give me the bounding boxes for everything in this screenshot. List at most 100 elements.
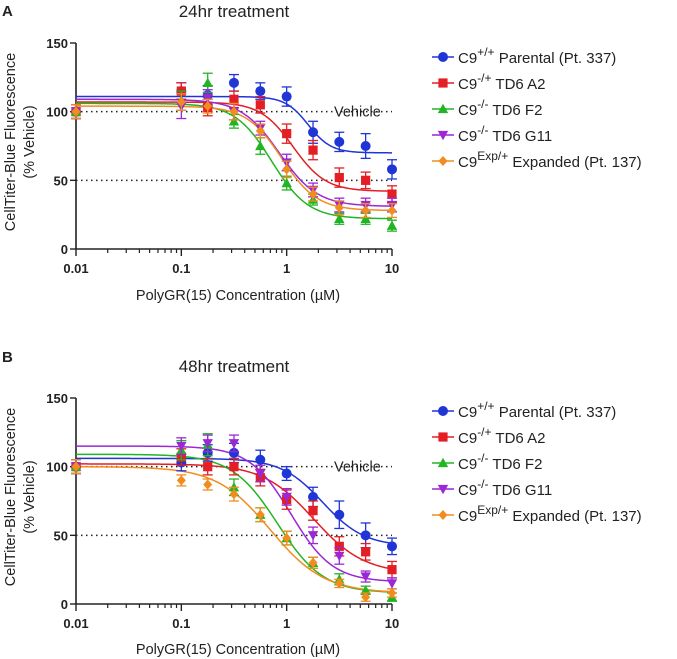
chart-panel-B: B 48hr treatment 0 50 100 150 0.01 0.1 1 10 PolyGR…	[2, 349, 642, 658]
reference-line-label: Vehicle	[334, 460, 381, 476]
data-point	[334, 202, 344, 213]
data-point	[334, 541, 344, 551]
panel-label: B	[2, 349, 13, 366]
y-tick-label: 50	[54, 173, 68, 188]
x-tick-label: 0.1	[172, 261, 190, 276]
data-point	[229, 106, 239, 117]
data-point	[361, 547, 371, 557]
x-axis-label: PolyGR(15) Concentration (µM)	[136, 642, 340, 658]
data-point	[176, 475, 186, 486]
legend-marker	[438, 78, 448, 88]
panel-label: A	[2, 3, 13, 20]
legend-entry: C9-/- TD6 F2	[458, 451, 542, 473]
data-point	[255, 454, 266, 465]
legend-entry: C9-/+ TD6 A2	[458, 71, 545, 93]
data-point	[308, 127, 319, 138]
data-point	[334, 172, 344, 183]
x-tick-label: 0.01	[63, 261, 88, 276]
y-tick-label: 0	[61, 597, 68, 612]
y-axis-label: CellTiter-Blue Fluorescence	[3, 408, 19, 586]
data-point	[334, 509, 345, 520]
y-axis-unit-label: (% Vehicle)	[22, 105, 38, 178]
data-point	[386, 220, 398, 230]
data-point	[281, 91, 292, 102]
data-point	[202, 77, 213, 87]
data-point	[334, 213, 345, 223]
y-axis-label: CellTiter-Blue Fluorescence	[3, 53, 19, 231]
x-tick-label: 0.1	[172, 616, 190, 631]
data-point	[281, 177, 292, 188]
legend-entry: C9-/- TD6 F2	[458, 97, 542, 119]
data-point	[282, 164, 292, 175]
series-points	[71, 93, 397, 219]
legend-marker	[438, 156, 448, 166]
legend-entry: C9-/+ TD6 A2	[458, 425, 545, 447]
data-point	[255, 140, 266, 151]
data-point	[255, 100, 265, 110]
legend-marker	[437, 103, 449, 114]
data-point	[255, 509, 265, 520]
legend-marker	[438, 432, 448, 442]
data-point	[387, 588, 397, 599]
legend-marker	[438, 406, 448, 416]
data-point	[203, 101, 213, 112]
legend-marker	[437, 130, 449, 141]
data-point	[228, 439, 240, 449]
data-point	[308, 506, 318, 516]
data-point	[281, 492, 292, 503]
y-tick-label: 100	[46, 105, 68, 120]
data-point	[229, 94, 239, 104]
legend-entry: C9Exp/+ Expanded (Pt. 137)	[458, 503, 642, 525]
legend-entry: C9-/- TD6 G11	[458, 477, 552, 499]
x-axis-label: PolyGR(15) Concentration (µM)	[136, 288, 340, 304]
data-point	[228, 447, 239, 458]
data-point	[203, 479, 213, 490]
legend-entry: C9Exp/+ Expanded (Pt. 137)	[458, 149, 642, 171]
y-tick-label: 0	[61, 242, 68, 257]
data-point	[360, 572, 371, 582]
legend: C9+/+ Parental (Pt. 337) C9-/+ TD6 A2 C9-/…	[432, 399, 642, 525]
data-point	[386, 579, 398, 589]
data-point	[255, 469, 266, 479]
legend-marker	[437, 457, 449, 468]
chart-title: 24hr treatment	[179, 2, 290, 21]
legend-marker	[438, 52, 448, 62]
data-point	[228, 116, 240, 126]
data-point	[308, 189, 318, 200]
legend-entry: C9-/- TD6 G11	[458, 123, 552, 145]
data-point	[202, 93, 213, 104]
data-point	[202, 439, 213, 449]
data-point	[229, 489, 239, 500]
data-point	[255, 86, 266, 97]
data-point	[282, 129, 292, 139]
data-point	[360, 530, 371, 541]
y-tick-label: 150	[46, 391, 68, 406]
data-point	[229, 462, 239, 472]
y-tick-label: 150	[46, 36, 68, 51]
data-point	[387, 205, 397, 216]
data-point	[307, 531, 319, 541]
x-tick-label: 10	[385, 616, 399, 631]
data-point	[334, 136, 345, 147]
y-tick-label: 50	[54, 528, 68, 543]
legend-entry: C9+/+ Parental (Pt. 337)	[458, 45, 616, 67]
data-point	[360, 141, 371, 151]
data-point	[308, 557, 318, 568]
data-point	[361, 592, 371, 603]
chart-title: 48hr treatment	[179, 357, 290, 376]
data-point	[176, 97, 186, 108]
data-point	[176, 441, 187, 452]
data-point	[308, 145, 318, 155]
x-tick-label: 10	[385, 261, 399, 276]
legend-marker	[437, 484, 449, 495]
data-point	[71, 461, 81, 472]
x-tick-label: 0.01	[63, 616, 88, 631]
data-point	[334, 578, 344, 589]
legend: C9+/+ Parental (Pt. 337) C9-/+ TD6 A2 C9-/…	[432, 45, 642, 171]
y-axis-unit-label: (% Vehicle)	[22, 460, 38, 533]
data-point	[360, 213, 371, 223]
data-point	[281, 468, 292, 479]
data-point	[255, 125, 265, 136]
data-point	[387, 189, 397, 199]
legend-entry: C9+/+ Parental (Pt. 337)	[458, 399, 616, 421]
